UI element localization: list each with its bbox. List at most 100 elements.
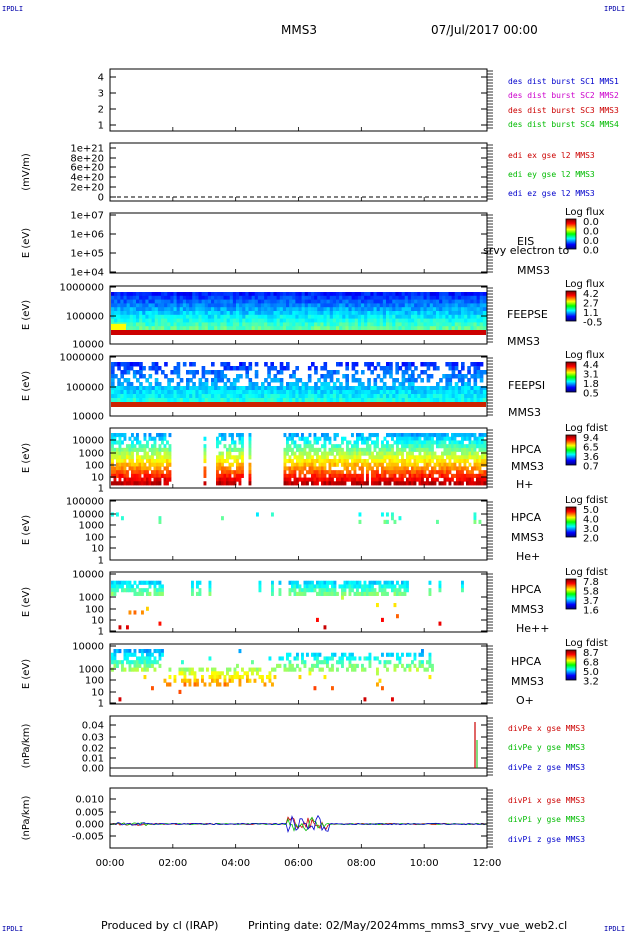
spectrogram-cell (364, 390, 368, 395)
spectrogram-cell (242, 398, 246, 403)
spectrogram-cell (393, 519, 397, 524)
spectrogram-cell (366, 473, 369, 478)
corner-label-top-right: IPDLI (604, 5, 625, 13)
spectrogram-cell (443, 440, 447, 445)
spectrogram-cell (233, 481, 237, 486)
spectrogram-cell (286, 444, 289, 449)
spectrogram-cell (368, 660, 372, 665)
spectrogram-cell (411, 462, 414, 467)
spectrogram-cell (153, 591, 157, 596)
spectrogram-cell (395, 311, 399, 316)
spectrogram-cell (132, 374, 137, 379)
spectrogram-cell (467, 292, 471, 297)
spectrogram-cell (282, 322, 287, 327)
spectrogram-cell (433, 451, 437, 456)
spectrogram-cell (408, 481, 412, 486)
spectrogram-cell (163, 451, 167, 456)
spectrogram-cell (161, 398, 165, 403)
spectrogram-cell (173, 678, 177, 683)
spectrogram-cell (116, 451, 119, 456)
spectrogram-cell (158, 649, 162, 654)
spectrogram-cell (139, 374, 143, 379)
spectrogram-cell (308, 470, 312, 475)
spectrogram-cell (351, 447, 354, 452)
spectrogram-cell (420, 370, 424, 375)
spectrogram-cell (129, 390, 134, 395)
spectrogram-cell (336, 470, 339, 475)
spectrogram-cell (411, 374, 415, 379)
spectrogram-cell (268, 678, 272, 683)
spectrogram-cell (264, 378, 268, 383)
spectrogram-cell (236, 390, 240, 395)
y-tick-label: 0.01 (82, 754, 104, 765)
spectrogram-cell (189, 398, 193, 403)
spectrogram-cell (298, 667, 302, 672)
spectrogram-cell (348, 588, 352, 593)
spectrogram-cell (217, 307, 221, 312)
spectrogram-cell (421, 433, 424, 438)
spectrogram-cell (446, 473, 449, 478)
spectrogram-cell (406, 462, 409, 467)
spectrogram-cell (395, 386, 399, 391)
spectrogram-cell (376, 580, 379, 585)
spectrogram-cell (118, 697, 122, 702)
spectrogram-cell (311, 318, 315, 323)
spectrogram-cell (361, 292, 365, 297)
y-axis-label: E (eV) (21, 300, 32, 330)
spectrogram-cell (301, 299, 306, 304)
spectrogram-cell (391, 436, 394, 441)
spectrogram-cell (295, 299, 299, 304)
spectrogram-cell (466, 436, 469, 441)
spectrogram-cell (151, 326, 156, 331)
spectrogram-cell (191, 667, 194, 672)
spectrogram-cell (388, 447, 392, 452)
spectrogram-cell (363, 447, 367, 452)
spectrogram-cell (320, 374, 324, 379)
spectrogram-cell (417, 303, 421, 308)
spectrogram-cell (291, 433, 294, 438)
spectrogram-cell (156, 462, 159, 467)
spectrogram-cell (361, 299, 365, 304)
spectrogram-cell (238, 481, 242, 486)
spectrogram-cell (236, 322, 240, 327)
spectrogram-cell (382, 370, 387, 375)
spectrogram-cell (483, 440, 487, 445)
spectrogram-cell (326, 477, 329, 482)
spectrogram-cell (401, 580, 404, 585)
spectrogram-cell (245, 398, 249, 403)
spectrogram-cell (148, 455, 152, 460)
spectrogram-cell (279, 398, 284, 403)
spectrogram-cell (393, 588, 397, 593)
spectrogram-cell (336, 473, 339, 478)
spectrogram-cell (133, 591, 137, 596)
spectrogram-cell (118, 451, 122, 456)
spectrogram-cell (329, 326, 334, 331)
spectrogram-cell (378, 678, 382, 683)
spectrogram-cell (363, 584, 367, 589)
spectrogram-cell (196, 682, 199, 687)
spectrogram-cell (245, 318, 249, 323)
spectrogram-cell (329, 295, 334, 301)
spectrogram-cell (373, 394, 378, 399)
spectrogram-cell (223, 398, 228, 403)
spectrogram-cell (133, 652, 137, 657)
spectrogram-cell (268, 656, 272, 661)
spectrogram-cell (146, 580, 149, 585)
spectrogram-cell (301, 436, 304, 441)
spectrogram-cell (473, 386, 478, 391)
spectrogram-cell (303, 591, 307, 596)
spectrogram-cell (432, 303, 437, 308)
spectrogram-cell (357, 303, 362, 308)
y-tick-label: 100 (85, 605, 104, 616)
spectrogram-cell (271, 591, 274, 596)
spectrogram-cell (151, 314, 156, 320)
spectrogram-cell (357, 307, 362, 312)
spectrogram-cell (245, 390, 249, 395)
spectrogram-cell (439, 295, 443, 301)
spectrogram-cell (286, 436, 289, 441)
spectrogram-cell (423, 314, 428, 320)
spectrogram-cell (296, 447, 299, 452)
spectrogram-cell (303, 466, 307, 471)
spectrogram-cell (348, 398, 353, 403)
spectrogram-cell (456, 444, 459, 449)
